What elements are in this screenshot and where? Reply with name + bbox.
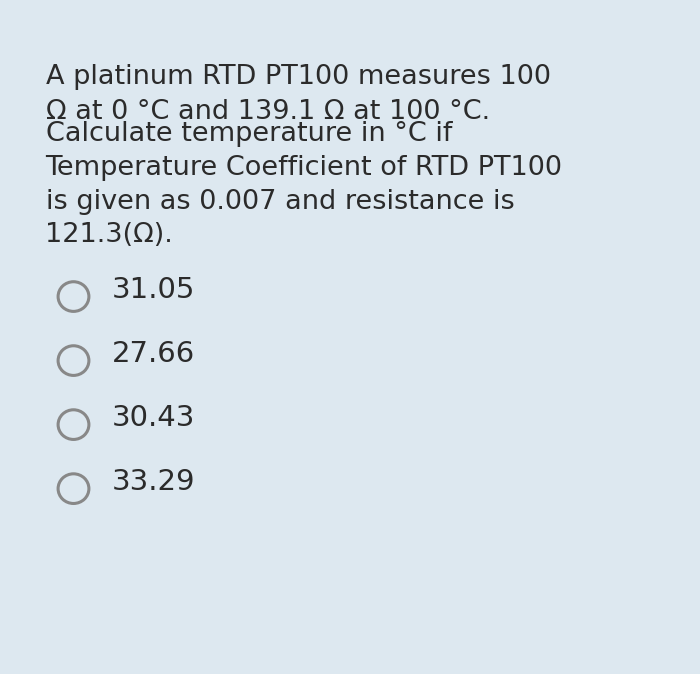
Text: 30.43: 30.43 bbox=[112, 404, 195, 432]
Text: Calculate temperature in °C if: Calculate temperature in °C if bbox=[46, 121, 452, 148]
Text: Ω at 0 °C and 139.1 Ω at 100 °C.: Ω at 0 °C and 139.1 Ω at 100 °C. bbox=[46, 99, 489, 125]
Text: is given as 0.007 and resistance is: is given as 0.007 and resistance is bbox=[46, 189, 514, 215]
Text: 27.66: 27.66 bbox=[112, 340, 195, 368]
Text: 31.05: 31.05 bbox=[112, 276, 195, 304]
Text: Temperature Coefficient of RTD PT100: Temperature Coefficient of RTD PT100 bbox=[46, 155, 563, 181]
Text: 121.3(Ω).: 121.3(Ω). bbox=[46, 222, 174, 249]
Text: 33.29: 33.29 bbox=[112, 468, 195, 496]
Text: A platinum RTD PT100 measures 100: A platinum RTD PT100 measures 100 bbox=[46, 64, 550, 90]
